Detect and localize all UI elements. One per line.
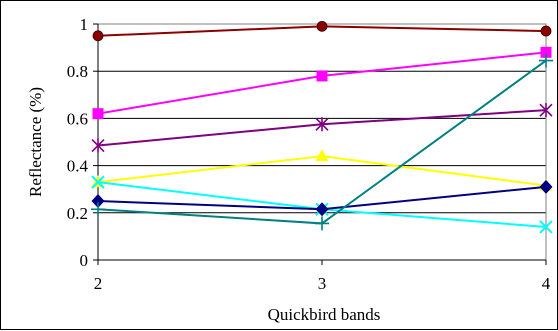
data-point (539, 103, 553, 118)
data-point (540, 46, 552, 58)
data-point (315, 149, 329, 162)
series-7 (91, 53, 553, 231)
series-1 (92, 20, 552, 42)
data-point (92, 30, 104, 42)
series-line (97, 59, 547, 225)
x-tick-labels: 2 3 4 (94, 274, 551, 293)
data-point (539, 220, 553, 234)
data-point (315, 216, 329, 231)
data-point (540, 25, 552, 37)
data-point (315, 117, 329, 132)
y-tick-labels: 0 0.2 0.4 0.6 0.8 1 (67, 15, 89, 270)
y-tick-label: 1 (80, 15, 89, 34)
y-tick-label: 0 (80, 251, 89, 270)
x-tick-label: 4 (542, 274, 551, 293)
data-point (91, 138, 105, 153)
series-lines (91, 20, 553, 234)
y-tick-label: 0.6 (67, 109, 88, 128)
y-axis-title: Reflectance (%) (26, 87, 45, 197)
series-2 (92, 46, 552, 120)
data-point (91, 175, 105, 189)
data-point (316, 20, 328, 32)
data-point (316, 70, 328, 82)
series-line (97, 51, 547, 115)
x-tick-label: 2 (94, 274, 103, 293)
y-tick-label: 0.2 (67, 204, 88, 223)
series-6 (91, 179, 553, 217)
data-point (315, 202, 329, 217)
data-point (539, 53, 553, 68)
y-tick-label: 0.8 (67, 62, 88, 81)
x-tick-label: 3 (318, 274, 327, 293)
data-point (91, 194, 105, 208)
data-point (91, 202, 105, 217)
data-point (539, 179, 553, 194)
data-point (92, 108, 104, 120)
series-3 (91, 103, 553, 153)
x-axis-title: Quickbird bands (268, 305, 381, 324)
y-tick-label: 0.4 (67, 157, 89, 176)
series-4 (91, 149, 553, 191)
